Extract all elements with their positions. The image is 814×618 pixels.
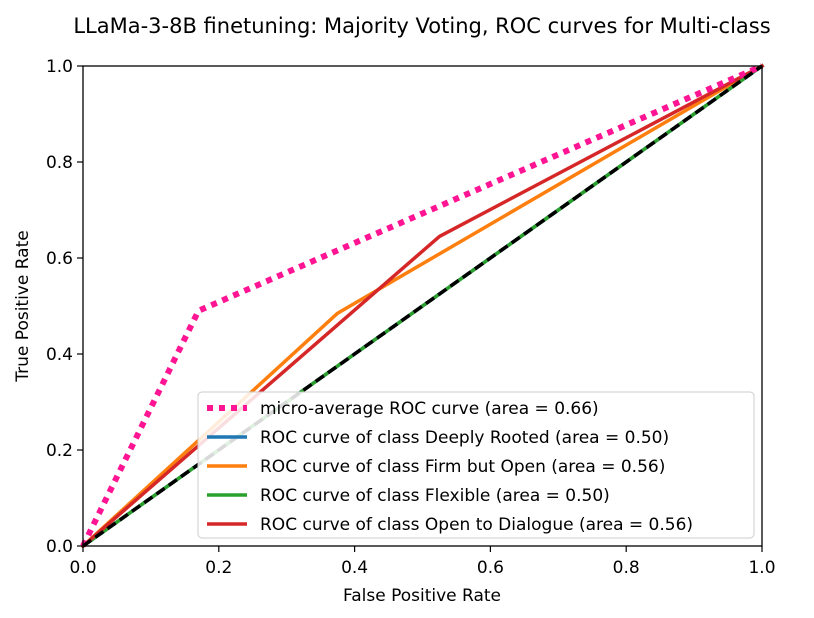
chart-title: LLaMa-3-8B finetuning: Majority Voting, … xyxy=(73,14,770,38)
legend-label: ROC curve of class Open to Dialogue (are… xyxy=(260,515,693,535)
legend-label: ROC curve of class Flexible (area = 0.50… xyxy=(260,486,610,506)
y-tick-label: 0.6 xyxy=(46,249,73,269)
x-tick-label: 0.8 xyxy=(613,558,640,578)
y-tick-label: 0.8 xyxy=(46,153,73,173)
y-axis-ticks: 0.0 0.2 0.4 0.6 0.8 1.0 xyxy=(46,57,83,557)
diagonal-reference-line xyxy=(81,64,764,548)
x-axis-ticks: 0.0 0.2 0.4 0.6 0.8 1.0 xyxy=(69,546,776,578)
y-tick-label: 0.4 xyxy=(46,345,73,365)
plot-frame xyxy=(82,65,763,547)
y-tick-label: 0.2 xyxy=(46,441,73,461)
legend-label: micro-average ROC curve (area = 0.66) xyxy=(260,399,599,419)
x-tick-label: 1.0 xyxy=(748,558,775,578)
series-line-firm-but-open xyxy=(80,63,765,549)
legend-box xyxy=(197,391,755,539)
x-tick-label: 0.4 xyxy=(341,558,368,578)
x-tick-label: 0.0 xyxy=(69,558,96,578)
y-tick-label: 0.0 xyxy=(46,537,73,557)
x-tick-label: 0.6 xyxy=(477,558,504,578)
legend: micro-average ROC curve (area = 0.66) ROC… xyxy=(197,391,755,539)
y-axis-label: True Positive Rate xyxy=(13,230,33,382)
legend-label: ROC curve of class Deeply Rooted (area =… xyxy=(260,428,669,448)
x-tick-label: 0.2 xyxy=(205,558,232,578)
x-axis-label: False Positive Rate xyxy=(343,586,501,606)
y-tick-label: 1.0 xyxy=(46,57,73,77)
legend-label: ROC curve of class Firm but Open (area =… xyxy=(260,457,665,477)
series-line-micro-average-roc-curve xyxy=(80,63,764,548)
